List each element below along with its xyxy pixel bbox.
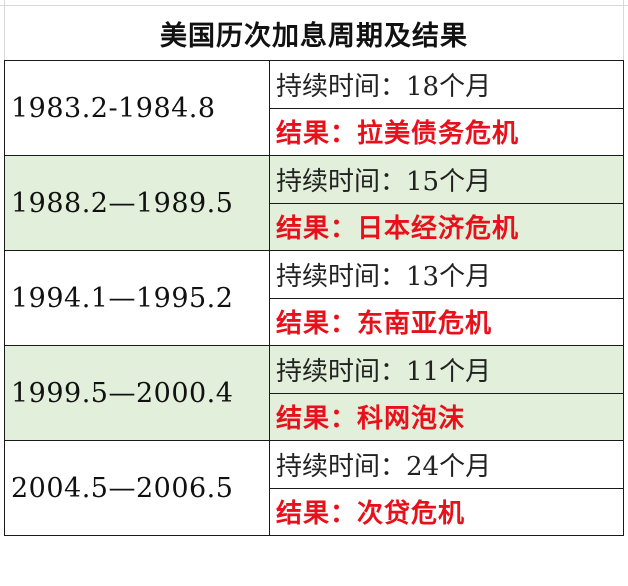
duration-cell[interactable]: 持续时间：15个月 [269, 155, 624, 204]
rate-hike-table: 1983.2-1984.8 持续时间：18个月 结果：拉美债务危机 1988.2… [4, 60, 624, 536]
period-cell[interactable]: 1994.1—1995.2 [4, 250, 270, 346]
period-cell[interactable]: 1983.2-1984.8 [4, 60, 270, 156]
table-row: 结果：拉美债务危机 [5, 107, 624, 156]
period-cell[interactable]: 1988.2—1989.5 [4, 155, 270, 251]
duration-cell[interactable]: 持续时间：13个月 [269, 250, 624, 299]
table-title: 美国历次加息周期及结果 [160, 20, 468, 52]
grid-line [623, 0, 624, 60]
result-cell[interactable]: 结果：拉美债务危机 [269, 107, 624, 156]
table-row: 2004.5—2006.5 持续时间：24个月 [4, 440, 624, 536]
table-row: 结果：科网泡沫 [5, 392, 624, 441]
table-row: 结果：日本经济危机 [5, 202, 624, 251]
table-row: 1994.1—1995.2 持续时间：13个月 [4, 250, 624, 346]
table-row: 结果：东南亚危机 [5, 297, 624, 346]
table-row: 1999.5—2000.4 持续时间：11个月 [4, 345, 624, 441]
table-row: 结果：次贷危机 [5, 487, 624, 536]
result-cell[interactable]: 结果：东南亚危机 [269, 297, 624, 346]
duration-cell[interactable]: 持续时间：24个月 [269, 440, 624, 489]
result-cell[interactable]: 结果：日本经济危机 [269, 202, 624, 251]
duration-cell[interactable]: 持续时间：11个月 [269, 345, 624, 394]
result-cell[interactable]: 结果：科网泡沫 [269, 392, 624, 441]
grid-line [0, 5, 628, 6]
result-cell[interactable]: 结果：次贷危机 [269, 487, 624, 536]
grid-line [4, 0, 5, 60]
table-row: 1988.2—1989.5 持续时间：15个月 [4, 155, 624, 251]
period-cell[interactable]: 2004.5—2006.5 [4, 440, 270, 536]
period-cell[interactable]: 1999.5—2000.4 [4, 345, 270, 441]
duration-cell[interactable]: 持续时间：18个月 [269, 60, 624, 109]
table-row: 1983.2-1984.8 持续时间：18个月 [4, 60, 624, 156]
